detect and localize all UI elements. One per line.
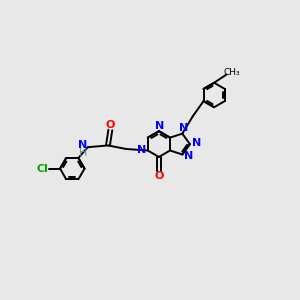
Text: O: O xyxy=(106,120,115,130)
Text: N: N xyxy=(179,123,188,133)
Text: Cl: Cl xyxy=(37,164,49,174)
Text: N: N xyxy=(136,145,146,155)
Text: H: H xyxy=(79,148,87,158)
Text: N: N xyxy=(78,140,87,150)
Text: O: O xyxy=(154,171,164,181)
Text: N: N xyxy=(155,121,164,131)
Text: N: N xyxy=(184,151,194,161)
Text: CH₃: CH₃ xyxy=(224,68,240,77)
Text: N: N xyxy=(192,139,201,148)
